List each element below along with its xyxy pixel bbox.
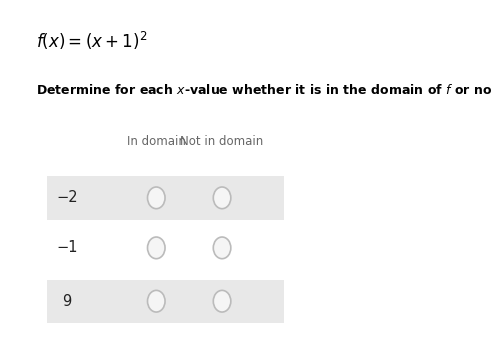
- Text: −1: −1: [56, 240, 78, 255]
- Ellipse shape: [213, 291, 231, 312]
- Text: Not in domain: Not in domain: [180, 135, 264, 148]
- Text: In domain: In domain: [127, 135, 186, 148]
- Ellipse shape: [147, 237, 165, 259]
- Text: Determine for each $x$-value whether it is in the domain of $f$ or not.: Determine for each $x$-value whether it …: [36, 83, 491, 97]
- FancyBboxPatch shape: [47, 280, 284, 323]
- Ellipse shape: [147, 187, 165, 209]
- Text: −2: −2: [56, 190, 78, 205]
- Ellipse shape: [213, 237, 231, 259]
- Ellipse shape: [147, 291, 165, 312]
- Text: $f(x) = (x + 1)^2$: $f(x) = (x + 1)^2$: [36, 29, 147, 52]
- Text: 9: 9: [62, 294, 71, 309]
- FancyBboxPatch shape: [47, 176, 284, 220]
- Ellipse shape: [213, 187, 231, 209]
